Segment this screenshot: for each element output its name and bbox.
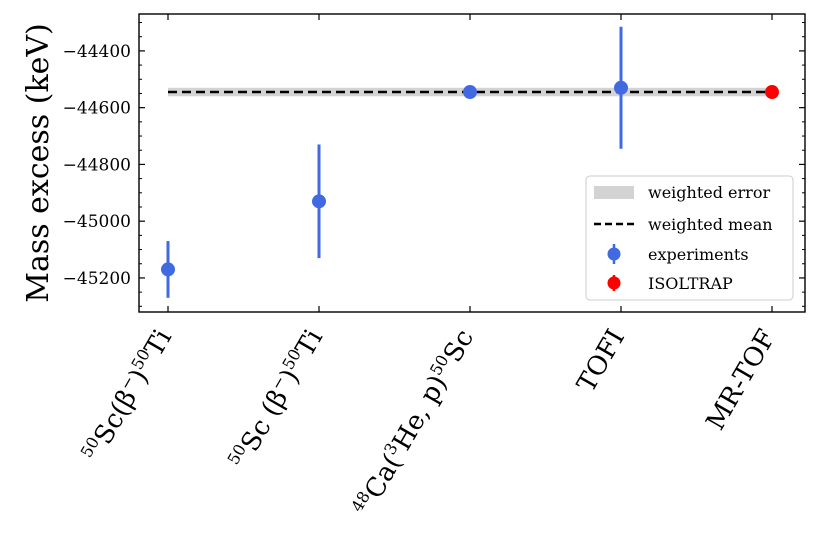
x-tick-label: 50Sc (β−)50Ti — [223, 324, 329, 475]
y-tick-label: −45000 — [63, 212, 131, 232]
x-tick-label-part: MR-TOF — [701, 325, 782, 436]
x-tick-label-part: He, p) — [387, 370, 454, 455]
experiments-point — [312, 194, 326, 209]
y-axis-label: Mass excess (keV) — [21, 23, 56, 303]
experiments-point — [463, 85, 477, 100]
x-tick-label-part: Sc (β — [235, 385, 294, 457]
isoltrap-point — [765, 85, 779, 100]
plot-frame — [138, 13, 806, 313]
x-tick-label: 48Ca(3He, p)50Sc — [347, 324, 480, 522]
legend-label-weighted-error: weighted error — [648, 183, 770, 202]
x-tick-label: MR-TOF — [701, 325, 782, 436]
legend-label-weighted-mean: weighted mean — [648, 215, 773, 234]
legend-swatch-experiments — [607, 247, 621, 261]
experiments-point — [161, 262, 175, 277]
x-tick-label-part: Sc(β — [89, 385, 144, 450]
x-tick-label-part: TOFI — [572, 325, 631, 398]
legend-label-isoltrap: ISOLTRAP — [648, 274, 733, 293]
legend: weighted error weighted mean experiments… — [585, 175, 794, 301]
y-tick-label: −44400 — [63, 42, 131, 62]
x-tick-label: 50Sc(β−)50Ti — [77, 324, 178, 468]
x-tick-label: TOFI — [572, 325, 631, 398]
y-tick-label: −44600 — [63, 99, 131, 119]
experiments-point — [614, 80, 628, 95]
legend-swatch-weighted-error — [594, 186, 634, 199]
y-tick-label: −44800 — [63, 155, 131, 175]
y-tick-label: −45200 — [63, 269, 131, 289]
legend-swatch-isoltrap — [607, 276, 621, 290]
legend-frame — [585, 175, 794, 301]
legend-label-experiments: experiments — [648, 245, 749, 264]
